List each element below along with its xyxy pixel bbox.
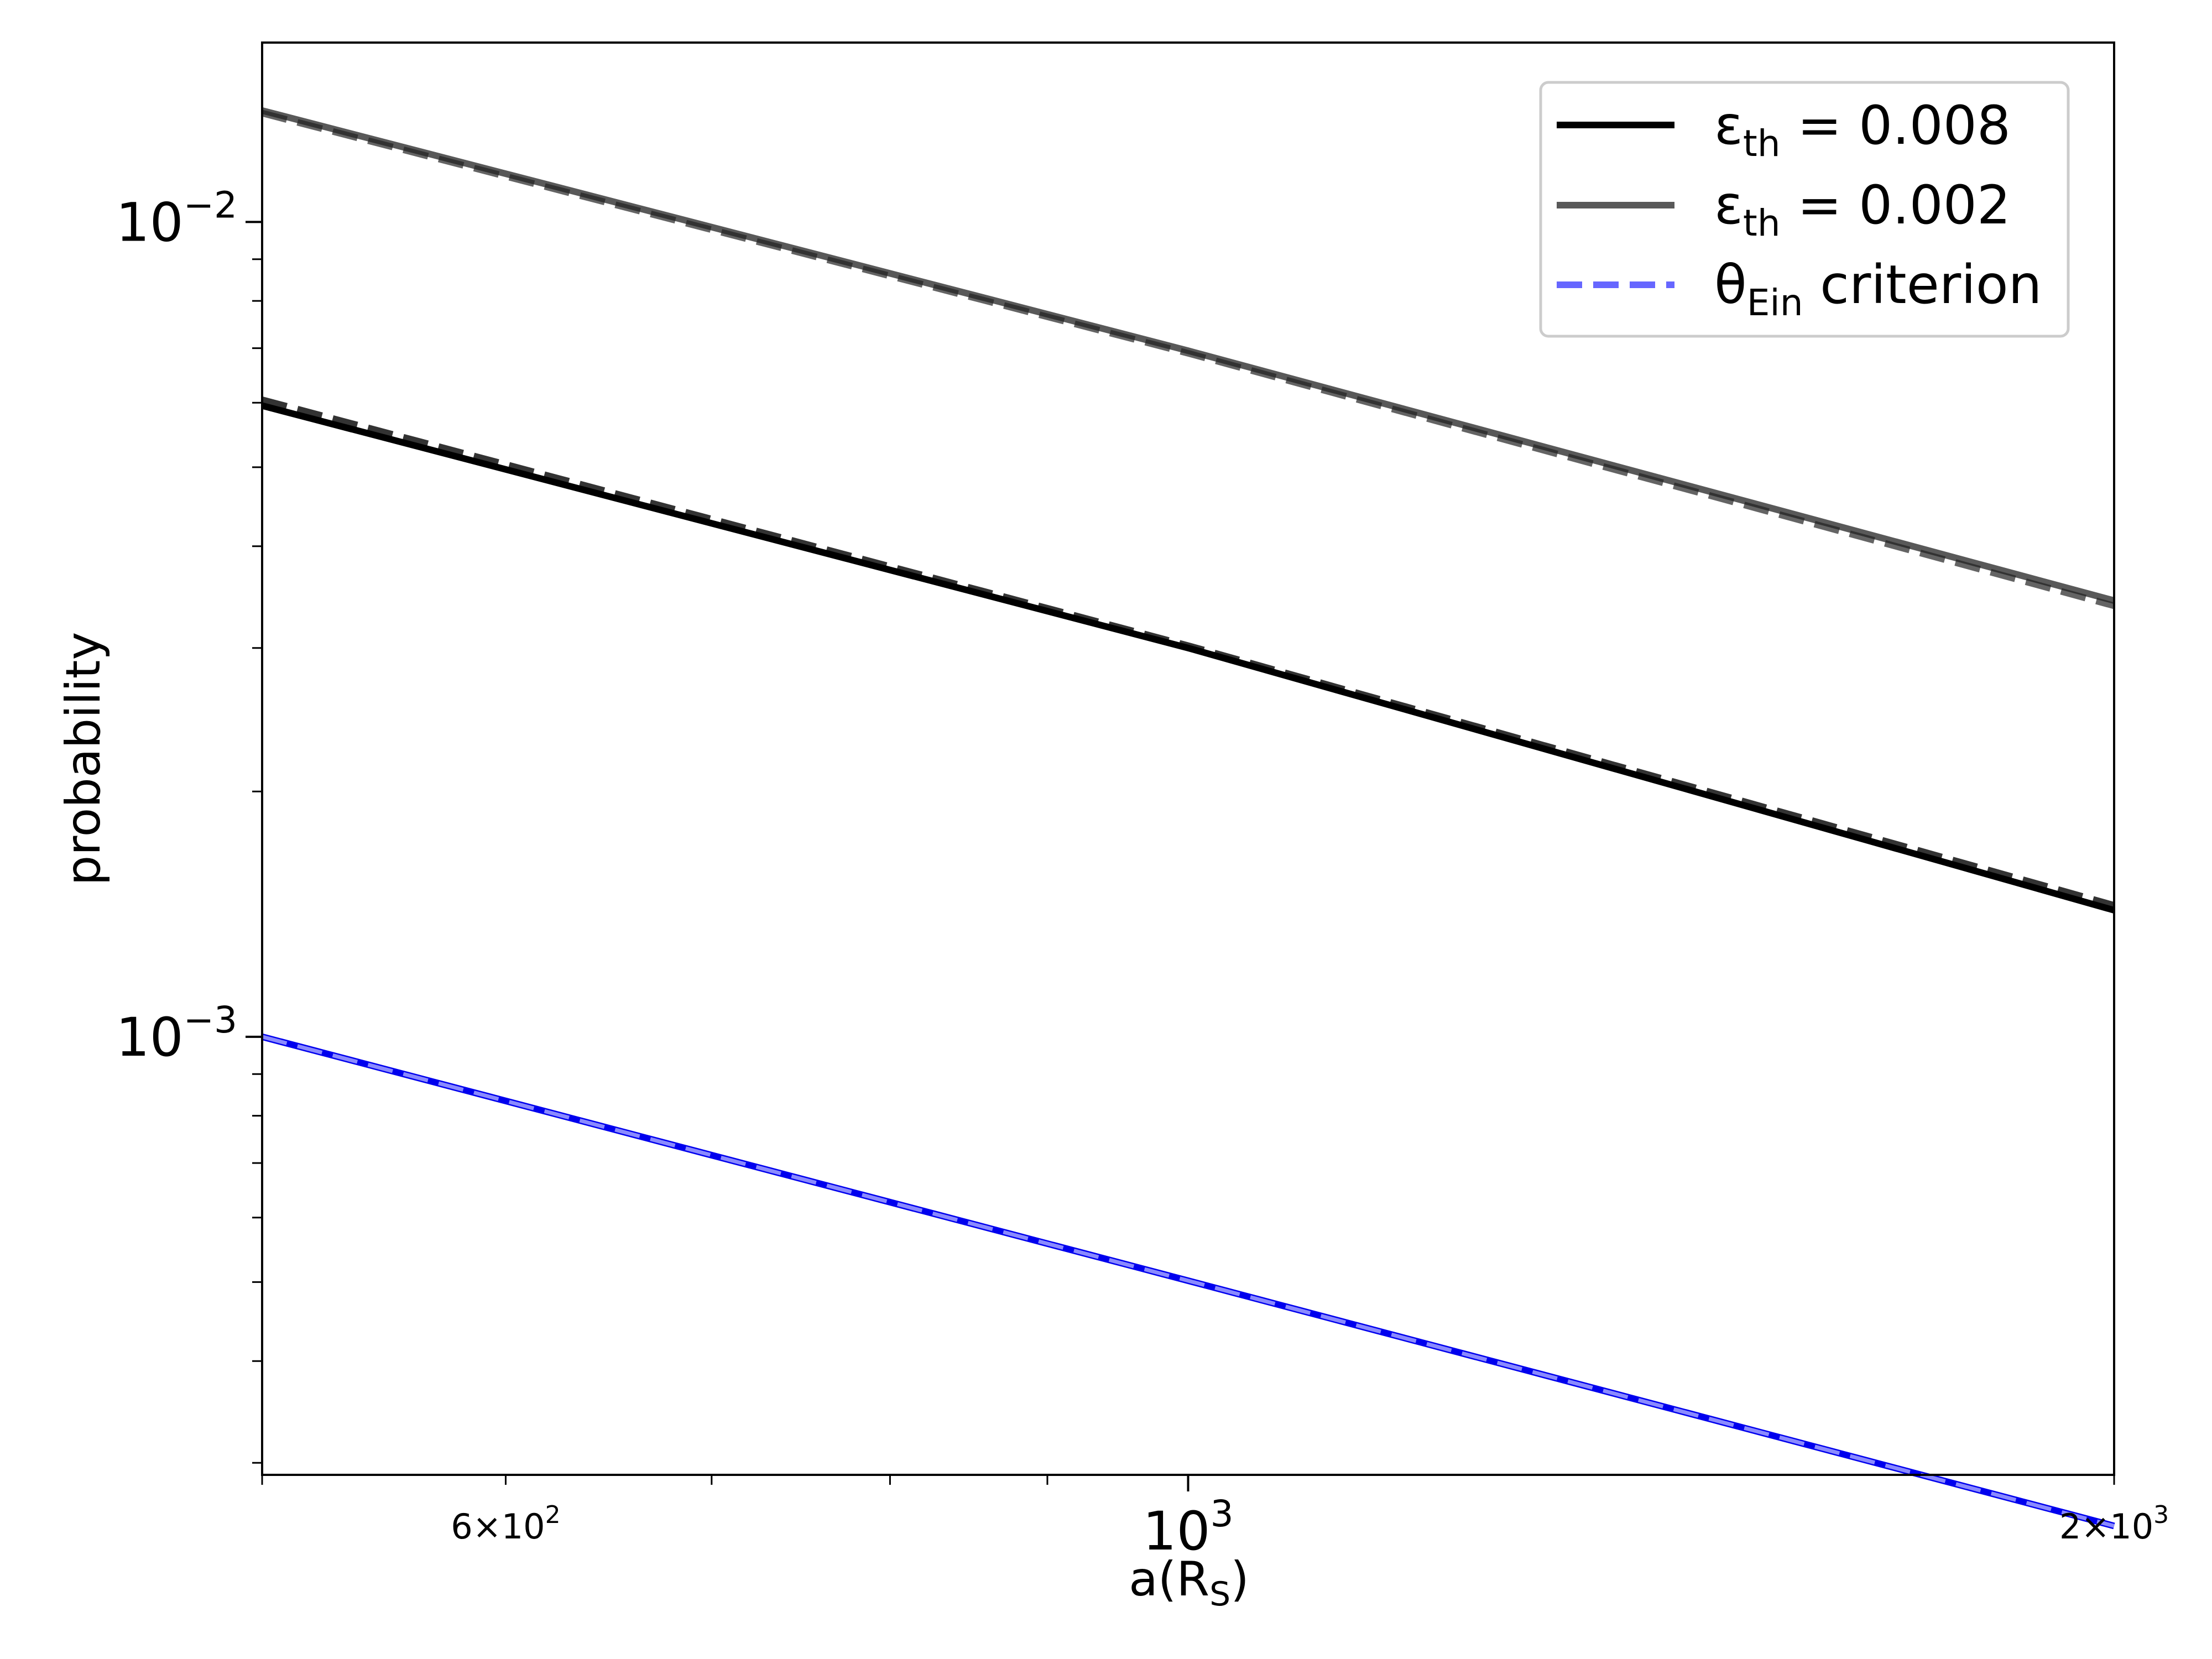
y-tick-label-1: 10−3 <box>116 999 237 1068</box>
series-line-5 <box>262 1035 2115 1528</box>
x-tick-label-2: 2×103 <box>2059 1501 2169 1547</box>
x-axis-title: a(RS) <box>1129 1552 1249 1614</box>
y-tick-label-0: 10−2 <box>116 184 237 253</box>
tick-layer: 6×102 103 2×103 10−2 10−3 <box>116 184 2169 1562</box>
plot-frame <box>261 41 2115 1476</box>
series-line-3 <box>261 109 2115 609</box>
x-tick-label-1: 103 <box>1142 1493 1233 1562</box>
x-tick-label-0: 6×102 <box>451 1501 560 1547</box>
series-layer <box>261 107 2115 1530</box>
legend-frame <box>1539 81 2070 338</box>
legend-label-eth-0002: εth = 0.002 <box>1714 174 2011 244</box>
legend-label-eth-0008: εth = 0.008 <box>1714 95 2011 165</box>
series-line-1 <box>261 397 2115 909</box>
legend-label-theta-ein: θEin criterion <box>1714 254 2042 324</box>
legend: εth = 0.008 εth = 0.002 θEin criterion <box>1539 81 2070 338</box>
y-axis-title: probability <box>56 632 111 886</box>
